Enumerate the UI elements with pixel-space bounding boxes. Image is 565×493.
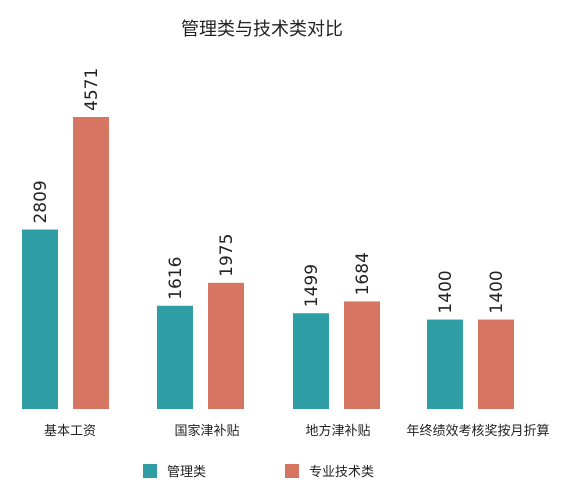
bar-series2-cat3 [344, 301, 380, 409]
legend-label-series1: 管理类 [167, 465, 206, 480]
bars-layer [22, 117, 514, 409]
value-labels-layer: 2809 4571 1616 1975 1499 1684 1400 1400 [31, 68, 507, 314]
value-label-series2-cat3: 1684 [353, 252, 373, 295]
value-label-series2-cat2: 1975 [217, 234, 237, 277]
legend-swatch-series1 [143, 464, 157, 478]
value-label-series1-cat4: 1400 [436, 270, 456, 313]
value-label-series1-cat3: 1499 [302, 264, 322, 307]
bar-series1-cat3 [293, 313, 329, 409]
legend: 管理类 专业技术类 [143, 464, 374, 480]
bar-series1-cat2 [157, 305, 193, 409]
bar-series2-cat2 [208, 282, 244, 409]
value-label-series1-cat1: 2809 [31, 180, 51, 223]
category-label-1: 基本工资 [44, 424, 96, 439]
category-label-3: 地方津补贴 [305, 423, 370, 439]
value-label-series2-cat1: 4571 [82, 68, 102, 111]
bar-series1-cat1 [22, 229, 58, 409]
bar-series2-cat4 [478, 319, 514, 409]
category-labels-layer: 基本工资 国家津补贴 地方津补贴 年终绩效考核奖按月折算 [44, 423, 550, 439]
legend-swatch-series2 [285, 464, 299, 478]
chart-title: 管理类与技术类对比 [181, 19, 343, 40]
value-label-series1-cat2: 1616 [166, 257, 186, 300]
bar-series1-cat4 [427, 319, 463, 409]
category-label-2: 国家津补贴 [174, 423, 239, 439]
category-label-4: 年终绩效考核奖按月折算 [406, 423, 549, 439]
bar-series2-cat1 [73, 117, 109, 409]
value-label-series2-cat4: 1400 [487, 270, 507, 313]
legend-label-series2: 专业技术类 [309, 465, 374, 480]
